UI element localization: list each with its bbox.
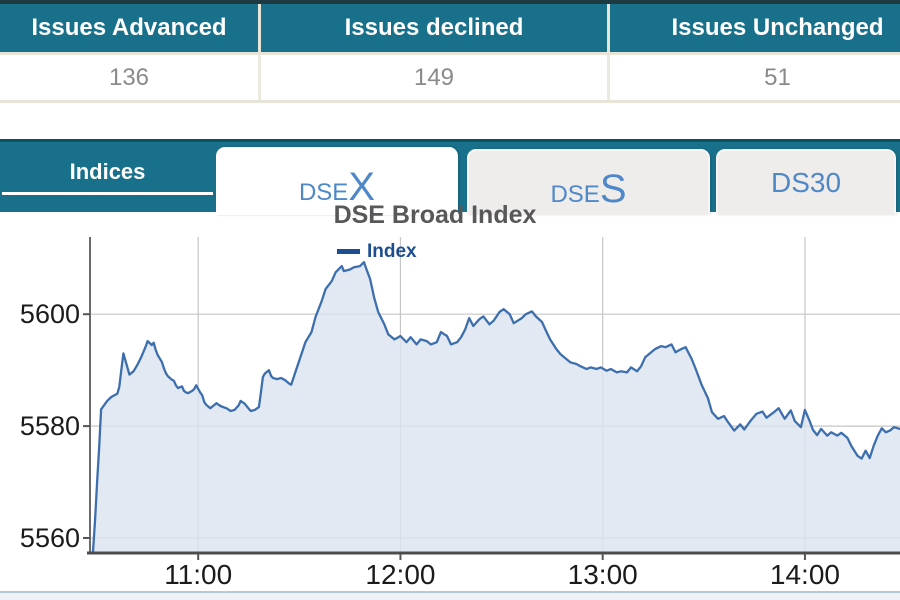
x-axis-tick-label: 13:00 — [568, 559, 638, 590]
legend-line-swatch — [337, 249, 360, 254]
indices-panel-label: Indices — [69, 159, 146, 184]
tab-dsex-label-prefix: DSE — [298, 179, 349, 206]
legend-series-label: Index — [367, 240, 417, 262]
tab-dses-label-suffix: S — [599, 167, 627, 211]
tab-dsex-label-suffix: X — [348, 165, 376, 209]
column-header-issues-declined: Issues declined — [261, 4, 610, 52]
x-axis-tick-label: 14:00 — [770, 559, 840, 590]
table-header-row: Issues Advanced Issues declined Issues U… — [0, 4, 900, 55]
chart-title: DSE Broad Index — [333, 201, 537, 229]
y-axis-tick-label: 5580 — [20, 411, 80, 441]
next-section-top-edge — [0, 591, 900, 600]
tab-ds30-label-prefix: DS30 — [770, 167, 842, 198]
tab-dsex[interactable]: DSE X — [216, 147, 458, 215]
x-axis-tick-label: 11:00 — [164, 559, 232, 590]
column-header-issues-unchanged: Issues Unchanged — [610, 4, 900, 52]
y-axis-tick-label: 5600 — [20, 299, 80, 329]
issues-summary-table: Issues Advanced Issues declined Issues U… — [0, 0, 900, 103]
tab-dses-label-prefix: DSE — [550, 181, 600, 208]
column-header-issues-advanced: Issues Advanced — [0, 4, 261, 52]
indices-underline — [2, 192, 213, 195]
tab-dses[interactable]: DSE S — [467, 149, 710, 215]
issues-declined-value: 149 — [261, 55, 610, 100]
tab-ds30[interactable]: DS30 — [716, 149, 896, 215]
indices-tab-bar: Indices DSE X DSE S DS30 — [0, 139, 900, 215]
table-value-row: 136 149 51 — [0, 55, 900, 100]
index-series-area — [93, 262, 900, 552]
issues-unchanged-value: 51 — [610, 55, 900, 100]
index-series-line — [91, 261, 900, 553]
y-axis-tick-label: 5560 — [20, 523, 80, 553]
x-axis-tick-label: 12:00 — [365, 559, 435, 590]
issues-advanced-value: 136 — [0, 55, 261, 100]
chart-legend: Index — [337, 241, 417, 262]
